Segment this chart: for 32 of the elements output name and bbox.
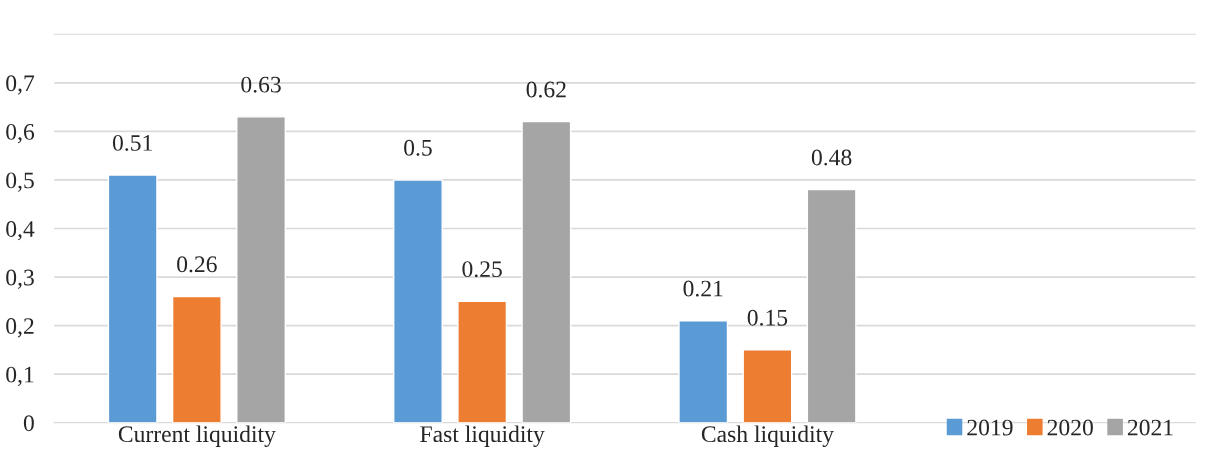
- y-tick-label: 0,4: [6, 220, 35, 241]
- x-tick-label: Fast liquidity: [420, 425, 545, 447]
- data-label: 0.48: [811, 149, 852, 166]
- y-tick-label: 0,6: [6, 123, 35, 144]
- bar: [236, 116, 286, 423]
- bar: [107, 174, 158, 423]
- legend-label: 2019: [967, 419, 1013, 436]
- bar: [171, 295, 222, 423]
- y-tick-label: 0,3: [6, 269, 34, 289]
- data-label: 0.25: [462, 261, 502, 278]
- y-tick-label: 0,5: [6, 172, 34, 192]
- data-label: 0.26: [177, 256, 217, 273]
- bar: [806, 188, 857, 423]
- y-tick-label: 0,2: [6, 318, 34, 338]
- bar: [521, 120, 572, 423]
- data-label: 0.62: [526, 81, 566, 98]
- data-label: 0.5: [404, 139, 432, 156]
- data-label: 0.63: [241, 76, 281, 93]
- data-label: 0.51: [112, 134, 152, 151]
- data-label: 0.15: [747, 309, 788, 326]
- y-tick-label: 0,1: [6, 366, 34, 386]
- data-label: 0.21: [683, 280, 723, 297]
- bar: [742, 349, 793, 423]
- y-tick-label: 0: [23, 415, 34, 432]
- x-tick-label: Current liquidity: [118, 425, 276, 447]
- x-tick-label: Cash liquidity: [701, 425, 834, 447]
- bar: [393, 179, 443, 423]
- bar: [457, 300, 508, 423]
- legend-label: 2021: [1127, 419, 1173, 436]
- y-tick-label: 0,7: [6, 75, 35, 95]
- bar: [678, 320, 729, 423]
- legend-label: 2020: [1047, 419, 1093, 436]
